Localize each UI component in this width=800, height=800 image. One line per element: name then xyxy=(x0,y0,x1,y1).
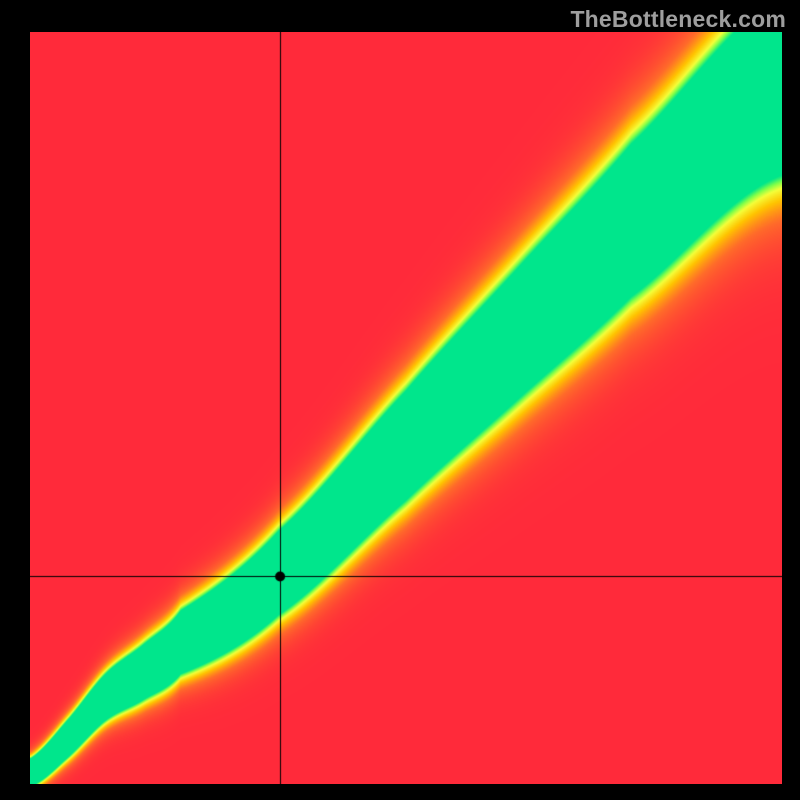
bottleneck-heatmap xyxy=(30,32,782,784)
chart-container: TheBottleneck.com xyxy=(0,0,800,800)
watermark-text: TheBottleneck.com xyxy=(570,6,786,33)
